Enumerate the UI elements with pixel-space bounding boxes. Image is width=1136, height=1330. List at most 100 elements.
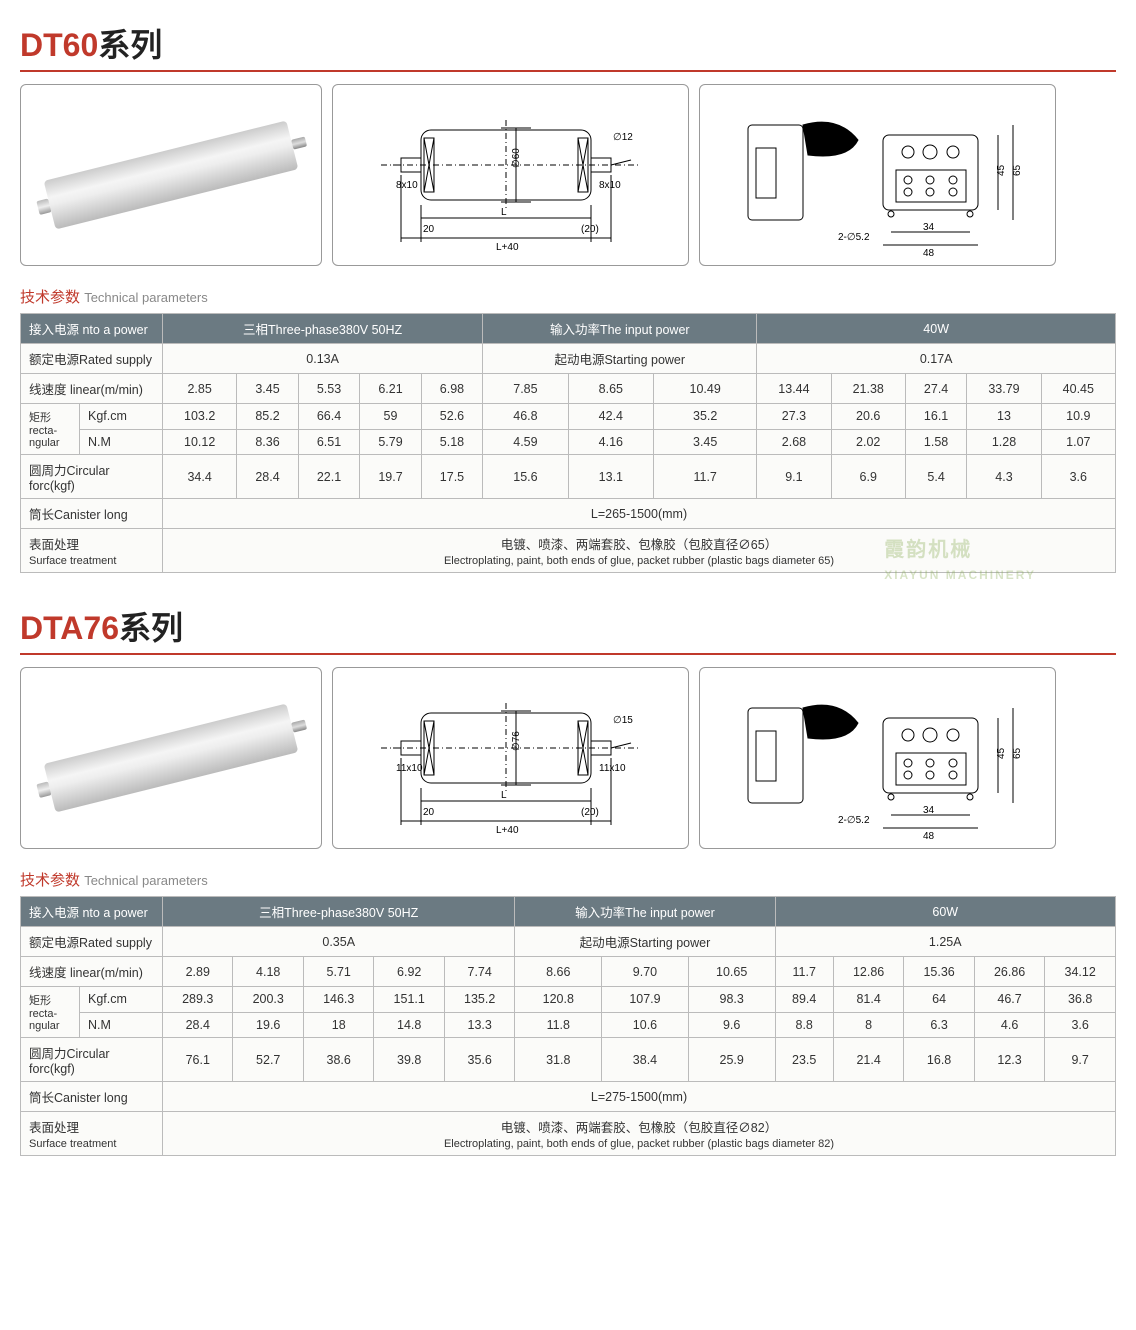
product-photo — [20, 84, 322, 266]
data-cell: 34.12 — [1045, 957, 1116, 987]
rated-val: 0.13A — [163, 344, 483, 374]
data-cell: 6.3 — [904, 1012, 974, 1038]
data-cell: 13.44 — [757, 374, 831, 404]
svg-text:L+40: L+40 — [496, 825, 519, 836]
svg-text:8x10: 8x10 — [599, 180, 621, 191]
svg-text:(20): (20) — [581, 224, 599, 235]
data-cell: 66.4 — [298, 404, 359, 430]
data-cell: 1.28 — [967, 429, 1041, 455]
image-row: 8x108x10 20L(20) L+40 ∅60 ∅12 2-∅5.2 344… — [20, 84, 1116, 266]
data-cell: 23.5 — [775, 1038, 833, 1082]
dimension-drawing-2: 2-∅5.2 3448 45 65 — [708, 673, 1048, 843]
data-cell: 8.66 — [515, 957, 602, 987]
data-cell: 1.58 — [905, 429, 966, 455]
svg-text:34: 34 — [923, 222, 935, 233]
rect-label: 矩形 recta- ngular — [21, 404, 80, 455]
data-cell: 9.1 — [757, 455, 831, 499]
svg-text:2-∅5.2: 2-∅5.2 — [838, 232, 870, 243]
data-cell: 6.21 — [360, 374, 421, 404]
data-cell: 9.7 — [1045, 1038, 1116, 1082]
hdr-input: 输入功率The input power — [515, 897, 775, 927]
data-cell: 59 — [360, 404, 421, 430]
params-en: Technical parameters — [84, 290, 208, 305]
title-series: 系列 — [98, 27, 162, 63]
data-cell: 2.89 — [163, 957, 233, 987]
data-cell: 5.4 — [905, 455, 966, 499]
data-cell: 151.1 — [374, 987, 444, 1013]
data-cell: 27.4 — [905, 374, 966, 404]
params-cn: 技术参数 — [20, 289, 80, 306]
start-label: 起动电源Starting power — [515, 927, 775, 957]
data-cell: 5.53 — [298, 374, 359, 404]
data-cell: 11.7 — [654, 455, 757, 499]
hdr-phase: 三相Three-phase380V 50HZ — [163, 314, 483, 344]
data-cell: 4.18 — [233, 957, 303, 987]
data-cell: 21.4 — [833, 1038, 903, 1082]
kgfcm-label: Kgf.cm — [80, 404, 163, 430]
data-cell: 38.4 — [602, 1038, 689, 1082]
data-cell: 6.92 — [374, 957, 444, 987]
data-cell: 3.45 — [237, 374, 298, 404]
svg-text:∅15: ∅15 — [613, 715, 633, 726]
start-val: 0.17A — [757, 344, 1116, 374]
data-cell: 16.1 — [905, 404, 966, 430]
data-cell: 52.6 — [421, 404, 482, 430]
product-photo — [20, 667, 322, 849]
linear-label: 线速度 linear(m/min) — [21, 374, 163, 404]
params-en: Technical parameters — [84, 873, 208, 888]
rated-val: 0.35A — [163, 927, 515, 957]
start-label: 起动电源Starting power — [483, 344, 757, 374]
data-cell: 16.8 — [904, 1038, 974, 1082]
data-cell: 13.3 — [444, 1012, 514, 1038]
data-cell: 8.65 — [568, 374, 653, 404]
data-cell: 27.3 — [757, 404, 831, 430]
nm-label: N.M — [80, 429, 163, 455]
data-cell: 3.6 — [1041, 455, 1115, 499]
drawing-box-1: 8x108x10 20L(20) L+40 ∅60 ∅12 — [332, 84, 689, 266]
svg-text:65: 65 — [1012, 747, 1023, 759]
hdr-phase: 三相Three-phase380V 50HZ — [163, 897, 515, 927]
data-cell: 4.3 — [967, 455, 1041, 499]
data-cell: 2.85 — [163, 374, 237, 404]
data-cell: 76.1 — [163, 1038, 233, 1082]
canister-val: L=275-1500(mm) — [163, 1082, 1116, 1112]
title-underline — [20, 653, 1116, 655]
data-cell: 4.16 — [568, 429, 653, 455]
data-cell: 1.07 — [1041, 429, 1115, 455]
dimension-drawing-2: 2-∅5.2 3448 45 65 — [708, 90, 1048, 260]
data-cell: 64 — [904, 987, 974, 1013]
rated-label: 额定电源Rated supply — [21, 344, 163, 374]
circ-label: 圆周力Circular forc(kgf) — [21, 1038, 163, 1082]
data-cell: 135.2 — [444, 987, 514, 1013]
svg-text:(20): (20) — [581, 807, 599, 818]
surface-label: 表面处理Surface treatment — [21, 529, 163, 573]
svg-text:∅12: ∅12 — [613, 132, 633, 143]
data-cell: 200.3 — [233, 987, 303, 1013]
spec-table: 接入电源 nto a power 三相Three-phase380V 50HZ … — [20, 313, 1116, 573]
data-cell: 2.02 — [831, 429, 905, 455]
hdr-input: 输入功率The input power — [483, 314, 757, 344]
data-cell: 35.6 — [444, 1038, 514, 1082]
data-cell: 8.36 — [237, 429, 298, 455]
data-cell: 19.7 — [360, 455, 421, 499]
section-title: DTA76系列 — [20, 603, 1116, 649]
data-cell: 22.1 — [298, 455, 359, 499]
data-cell: 13 — [967, 404, 1041, 430]
svg-text:∅60: ∅60 — [511, 148, 522, 168]
svg-text:65: 65 — [1012, 164, 1023, 176]
section-title: DT60系列 — [20, 20, 1116, 66]
hdr-watt: 60W — [775, 897, 1115, 927]
canister-label: 筒长Canister long — [21, 499, 163, 529]
drawing-box-2: 2-∅5.2 3448 45 65 — [699, 667, 1056, 849]
hdr-power: 接入电源 nto a power — [21, 897, 163, 927]
data-cell: 2.68 — [757, 429, 831, 455]
svg-text:20: 20 — [423, 224, 435, 235]
data-cell: 11.7 — [775, 957, 833, 987]
data-cell: 146.3 — [303, 987, 373, 1013]
data-cell: 13.1 — [568, 455, 653, 499]
surface-val: 电镀、喷漆、两端套胶、包橡胶（包胶直径∅82）Electroplating, p… — [163, 1112, 1116, 1156]
image-row: 11x1011x10 20L(20) L+40 ∅76 ∅15 2-∅5.2 3… — [20, 667, 1116, 849]
data-cell: 46.8 — [483, 404, 568, 430]
hdr-watt: 40W — [757, 314, 1116, 344]
data-cell: 85.2 — [237, 404, 298, 430]
